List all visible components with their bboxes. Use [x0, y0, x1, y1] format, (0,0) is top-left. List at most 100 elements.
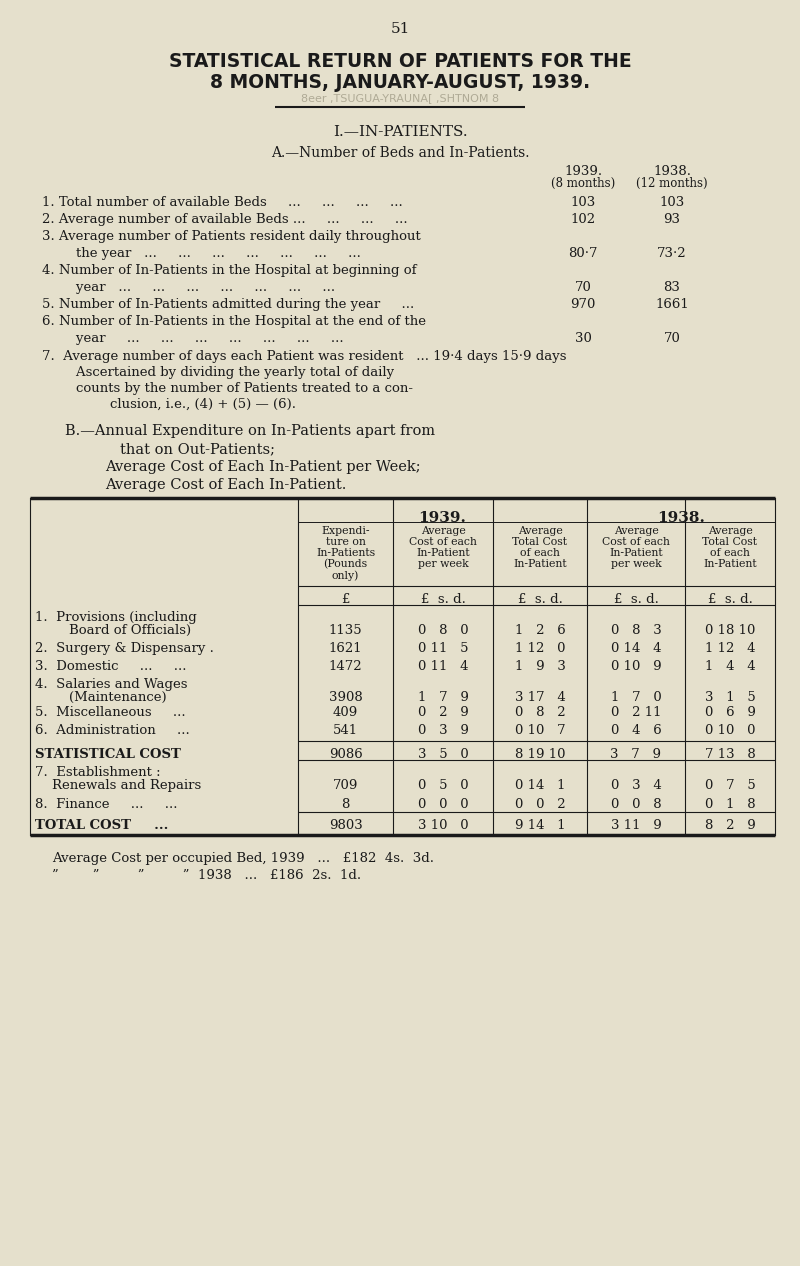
Text: 1   4   4: 1 4 4	[705, 660, 755, 674]
Text: B.—Annual Expenditure on In-Patients apart from: B.—Annual Expenditure on In-Patients apa…	[65, 424, 435, 438]
Text: only): only)	[332, 570, 359, 581]
Text: In-Patient: In-Patient	[609, 548, 663, 558]
Text: 0   8   3: 0 8 3	[610, 624, 662, 637]
Text: 70: 70	[574, 281, 591, 294]
Text: 8.  Finance     ...     ...: 8. Finance ... ...	[35, 798, 178, 812]
Text: per week: per week	[418, 560, 468, 568]
Text: 0   6   9: 0 6 9	[705, 706, 755, 719]
Text: Cost of each: Cost of each	[409, 537, 477, 547]
Text: Average: Average	[518, 525, 562, 536]
Text: 103: 103	[570, 196, 596, 209]
Text: STATISTICAL COST: STATISTICAL COST	[35, 748, 181, 761]
Text: 3   1   5: 3 1 5	[705, 691, 755, 704]
Text: 0   8   0: 0 8 0	[418, 624, 468, 637]
Text: 9 14   1: 9 14 1	[514, 819, 566, 832]
Text: 0   0   2: 0 0 2	[514, 798, 566, 812]
Text: 1 12   4: 1 12 4	[705, 642, 755, 655]
Text: Expendi-: Expendi-	[322, 525, 370, 536]
Text: 1   7   0: 1 7 0	[610, 691, 662, 704]
Text: 1621: 1621	[329, 642, 362, 655]
Text: 8   2   9: 8 2 9	[705, 819, 755, 832]
Text: 3 10   0: 3 10 0	[418, 819, 468, 832]
Text: 0 11   4: 0 11 4	[418, 660, 468, 674]
Text: £  s. d.: £ s. d.	[707, 592, 753, 606]
Text: 0   0   8: 0 0 8	[610, 798, 662, 812]
Text: STATISTICAL RETURN OF PATIENTS FOR THE: STATISTICAL RETURN OF PATIENTS FOR THE	[169, 52, 631, 71]
Text: counts by the number of Patients treated to a con-: counts by the number of Patients treated…	[42, 382, 413, 395]
Text: 3.  Domestic     ...     ...: 3. Domestic ... ...	[35, 660, 186, 674]
Text: Total Cost: Total Cost	[702, 537, 758, 547]
Text: 1661: 1661	[655, 298, 689, 311]
Text: Average Cost of Each In-Patient.: Average Cost of Each In-Patient.	[105, 479, 346, 492]
Text: (8 months): (8 months)	[551, 177, 615, 190]
Text: 8eer ,TSUGUA-YRAUNA[ ,SHTNOM 8: 8eer ,TSUGUA-YRAUNA[ ,SHTNOM 8	[301, 92, 499, 103]
Text: 0   2 11: 0 2 11	[610, 706, 662, 719]
Text: 409: 409	[333, 706, 358, 719]
Text: 3. Average number of Patients resident daily throughout: 3. Average number of Patients resident d…	[42, 230, 421, 243]
Text: 7 13   8: 7 13 8	[705, 748, 755, 761]
Text: 5.  Miscellaneous     ...: 5. Miscellaneous ...	[35, 706, 186, 719]
Text: Cost of each: Cost of each	[602, 537, 670, 547]
Text: 2.  Surgery & Dispensary .: 2. Surgery & Dispensary .	[35, 642, 214, 655]
Text: £  s. d.: £ s. d.	[421, 592, 466, 606]
Text: 2. Average number of available Beds ...     ...     ...     ...: 2. Average number of available Beds ... …	[42, 213, 408, 227]
Text: 30: 30	[574, 332, 591, 346]
Text: 1472: 1472	[329, 660, 362, 674]
Text: 3 11   9: 3 11 9	[610, 819, 662, 832]
Text: Board of Officials): Board of Officials)	[35, 624, 191, 637]
Text: ”        ”         ”         ”  1938   ...   £186  2s.  1d.: ” ” ” ” 1938 ... £186 2s. 1d.	[52, 868, 361, 882]
Text: 0   0   0: 0 0 0	[418, 798, 468, 812]
Text: 5. Number of In-Patients admitted during the year     ...: 5. Number of In-Patients admitted during…	[42, 298, 414, 311]
Text: 6. Number of In-Patients in the Hospital at the end of the: 6. Number of In-Patients in the Hospital…	[42, 315, 426, 328]
Text: 1.  Provisions (including: 1. Provisions (including	[35, 611, 197, 624]
Text: 9086: 9086	[329, 748, 362, 761]
Text: 709: 709	[333, 779, 358, 793]
Text: 3   5   0: 3 5 0	[418, 748, 468, 761]
Text: 80·7: 80·7	[568, 247, 598, 260]
Text: 0   7   5: 0 7 5	[705, 779, 755, 793]
Text: 8 19 10: 8 19 10	[514, 748, 566, 761]
Text: that on Out-Patients;: that on Out-Patients;	[120, 442, 275, 456]
Text: 1   7   9: 1 7 9	[418, 691, 469, 704]
Text: 1939.: 1939.	[564, 165, 602, 179]
Text: year     ...     ...     ...     ...     ...     ...     ...: year ... ... ... ... ... ... ...	[42, 332, 344, 346]
Text: 3 17   4: 3 17 4	[514, 691, 566, 704]
Text: 0 10   0: 0 10 0	[705, 724, 755, 737]
Text: 4. Number of In-Patients in the Hospital at beginning of: 4. Number of In-Patients in the Hospital…	[42, 265, 417, 277]
Text: 9803: 9803	[329, 819, 362, 832]
Text: Average Cost per occupied Bed, 1939   ...   £182  4s.  3d.: Average Cost per occupied Bed, 1939 ... …	[52, 852, 434, 865]
Text: 1939.: 1939.	[418, 511, 466, 525]
Text: 0   1   8: 0 1 8	[705, 798, 755, 812]
Text: Average: Average	[708, 525, 752, 536]
Text: per week: per week	[610, 560, 662, 568]
Text: 1   9   3: 1 9 3	[514, 660, 566, 674]
Text: 8: 8	[342, 798, 350, 812]
Text: (12 months): (12 months)	[636, 177, 708, 190]
Text: I.—IN-PATIENTS.: I.—IN-PATIENTS.	[333, 125, 467, 139]
Text: 1938.: 1938.	[657, 511, 705, 525]
Text: ture on: ture on	[326, 537, 366, 547]
Text: 1938.: 1938.	[653, 165, 691, 179]
Text: the year   ...     ...     ...     ...     ...     ...     ...: the year ... ... ... ... ... ... ...	[42, 247, 361, 260]
Text: of each: of each	[710, 548, 750, 558]
Text: 1   2   6: 1 2 6	[514, 624, 566, 637]
Text: In-Patient: In-Patient	[703, 560, 757, 568]
Text: 93: 93	[663, 213, 681, 227]
Text: 103: 103	[659, 196, 685, 209]
Text: £  s. d.: £ s. d.	[614, 592, 658, 606]
Text: 0 18 10: 0 18 10	[705, 624, 755, 637]
Text: Average: Average	[421, 525, 466, 536]
Text: 0   5   0: 0 5 0	[418, 779, 468, 793]
Text: 0 14   4: 0 14 4	[610, 642, 662, 655]
Text: 970: 970	[570, 298, 596, 311]
Text: 0 11   5: 0 11 5	[418, 642, 468, 655]
Text: 3   7   9: 3 7 9	[610, 748, 662, 761]
Text: £  s. d.: £ s. d.	[518, 592, 562, 606]
Text: TOTAL COST     ...: TOTAL COST ...	[35, 819, 168, 832]
Text: 0 10   9: 0 10 9	[610, 660, 662, 674]
Text: Renewals and Repairs: Renewals and Repairs	[35, 779, 202, 793]
Text: 70: 70	[663, 332, 681, 346]
Text: 51: 51	[390, 22, 410, 35]
Text: 73·2: 73·2	[657, 247, 687, 260]
Text: clusion, i.e., (4) + (5) — (6).: clusion, i.e., (4) + (5) — (6).	[42, 398, 296, 411]
